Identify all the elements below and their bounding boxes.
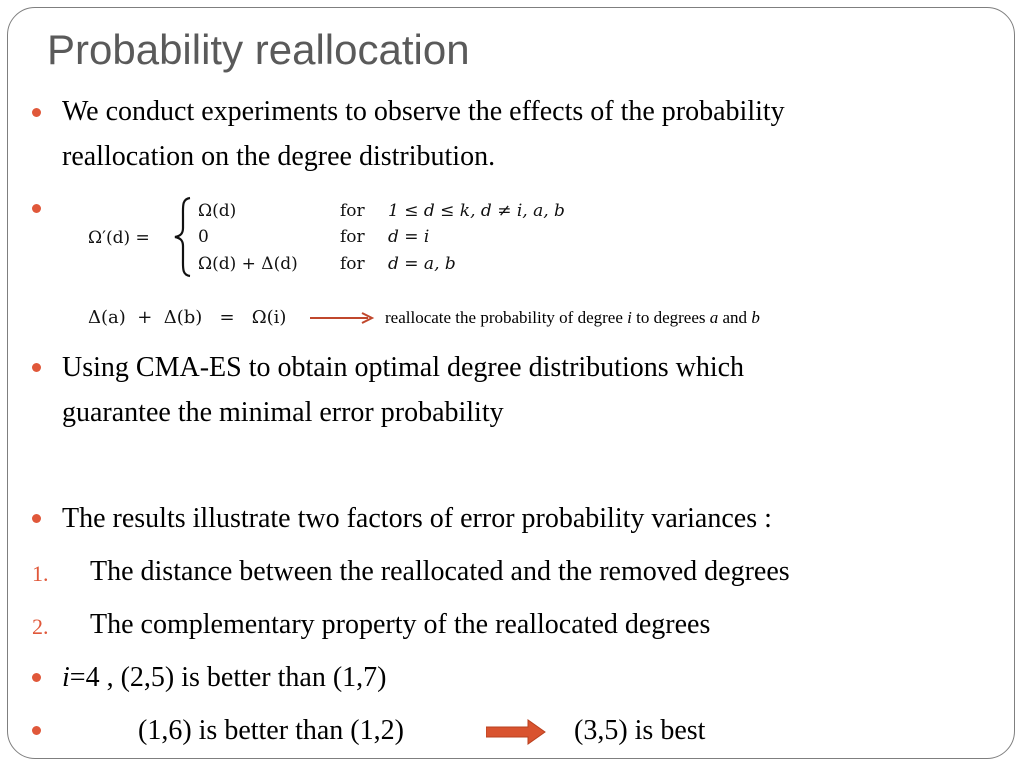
annotation-a: a bbox=[709, 308, 719, 327]
numbered-item-1-text: The distance between the reallocated and… bbox=[90, 556, 790, 587]
slide-frame bbox=[7, 7, 1015, 759]
annotation-i: i bbox=[627, 308, 632, 327]
annotation-prefix: reallocate the probability of degree bbox=[385, 308, 628, 327]
block-arrow-right-icon bbox=[486, 719, 546, 745]
bullet-3-line-1: Using CMA-ES to obtain optimal degree di… bbox=[62, 352, 745, 383]
bullet-5-variable: i bbox=[62, 662, 70, 693]
bullet-marker bbox=[32, 514, 41, 523]
case-1-condition: 1 ≤ d ≤ k, d ≠ i, a, b bbox=[388, 201, 565, 221]
case-3-condition: d = a, b bbox=[388, 254, 456, 274]
case-2-value: 0 bbox=[198, 227, 209, 247]
numbered-item-2-number: 2. bbox=[32, 614, 49, 639]
bullet-4-text: The results illustrate two factors of er… bbox=[62, 503, 772, 534]
annotation-and: and bbox=[718, 308, 752, 327]
bullet-6-left: (1,6) is better than (1,2) bbox=[138, 715, 404, 746]
bullet-marker bbox=[32, 108, 41, 117]
bullet-1-line-2: reallocation on the degree distribution. bbox=[62, 141, 496, 172]
sum-equation: Δ(a) + Δ(b) = Ω(i) bbox=[88, 307, 287, 328]
case-1-for: for bbox=[340, 201, 365, 221]
case-1-value: Ω(d) bbox=[198, 201, 237, 221]
bullet-1-line-1: We conduct experiments to observe the ef… bbox=[62, 96, 785, 127]
numbered-item-2-text: The complementary property of the reallo… bbox=[90, 609, 711, 640]
numbered-item-1-number: 1. bbox=[32, 561, 49, 586]
case-2-for: for bbox=[340, 227, 365, 247]
arrow-right-icon bbox=[310, 312, 375, 324]
bullet-marker bbox=[32, 363, 41, 372]
bullet-6-right: (3,5) is best bbox=[574, 715, 706, 746]
bullet-marker bbox=[32, 673, 41, 682]
annotation-mid: to degrees bbox=[631, 308, 710, 327]
case-2-condition: d = i bbox=[388, 227, 430, 247]
formula-lhs: Ω′(d) = bbox=[88, 228, 150, 248]
bullet-3-line-2: guarantee the minimal error probability bbox=[62, 397, 504, 428]
case-3-value: Ω(d) + Δ(d) bbox=[198, 254, 298, 274]
bullet-marker bbox=[32, 726, 41, 735]
reallocation-annotation: reallocate the probability of degree i t… bbox=[385, 308, 760, 328]
annotation-b: b bbox=[751, 308, 760, 327]
curly-brace-icon bbox=[174, 196, 191, 278]
bullet-marker bbox=[32, 204, 41, 213]
bullet-5-text: i=4 , (2,5) is better than (1,7) bbox=[62, 662, 387, 694]
bullet-5-rest: =4 , (2,5) is better than (1,7) bbox=[69, 662, 387, 693]
case-3-for: for bbox=[340, 254, 365, 274]
slide-title: Probability reallocation bbox=[47, 26, 470, 73]
